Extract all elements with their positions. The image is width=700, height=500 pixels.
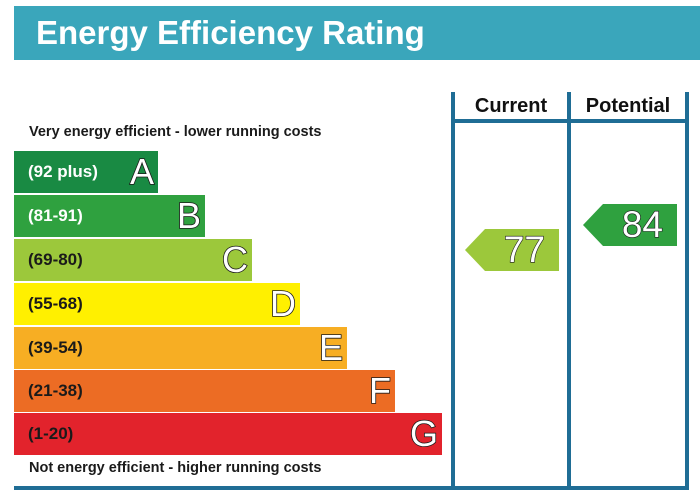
grid-line-header [451, 119, 689, 123]
potential-rating-arrow: 84 [583, 203, 677, 246]
band-a-letter: A [129, 150, 155, 193]
band-e-letter: E [318, 326, 344, 369]
column-header-current: Current [474, 95, 548, 117]
band-f: (21-38) F [14, 369, 395, 412]
grid-line-right [685, 92, 689, 490]
band-g: (1-20) G [14, 412, 442, 455]
current-rating-value: 77 [503, 228, 545, 270]
potential-arrow-shape [583, 204, 677, 246]
band-f-range: (21-38) [28, 381, 83, 400]
current-arrow-shape [465, 229, 559, 271]
band-c-range: (69-80) [28, 250, 83, 269]
current-rating-arrow: 77 [465, 228, 559, 271]
band-b-range: (81-91) [28, 206, 83, 225]
band-a-range: (92 plus) [28, 162, 98, 181]
grid-line-bottom [14, 486, 689, 490]
grid-line-left [451, 92, 455, 490]
band-d-range: (55-68) [28, 294, 83, 313]
band-g-range: (1-20) [28, 424, 74, 443]
potential-rating-value: 84 [621, 203, 663, 245]
band-c: (69-80) C [14, 238, 252, 281]
band-d-letter: D [269, 282, 297, 325]
caption-top: Very energy efficient - lower running co… [29, 124, 322, 140]
band-g-letter: G [409, 412, 439, 455]
band-c-letter: C [221, 238, 249, 281]
column-header-potential: Potential [585, 95, 671, 117]
band-d: (55-68) D [14, 282, 300, 325]
caption-bottom: Not energy efficient - higher running co… [29, 460, 322, 476]
grid-line-middle [567, 92, 571, 490]
page-title: Energy Efficiency Rating [36, 14, 425, 51]
band-e: (39-54) E [14, 326, 347, 369]
band-e-range: (39-54) [28, 338, 83, 357]
band-a: (92 plus) A [14, 150, 158, 193]
header-bar: Energy Efficiency Rating [14, 6, 700, 60]
band-b: (81-91) B [14, 194, 205, 237]
band-b-letter: B [176, 194, 202, 237]
band-f-letter: F [368, 369, 392, 412]
